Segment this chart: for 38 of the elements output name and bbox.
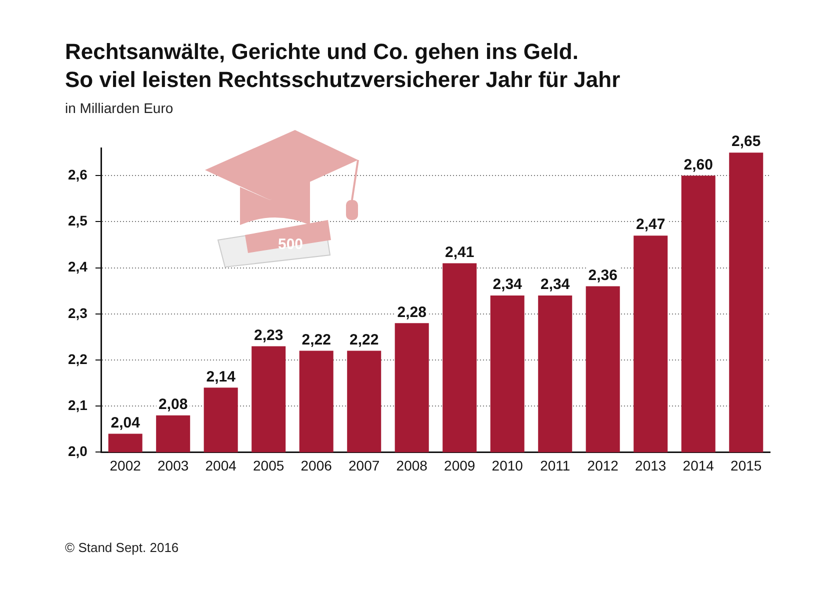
data-label: 2,36	[588, 266, 618, 284]
y-tick-label: 2,5	[68, 212, 88, 229]
x-tick-label: 2004	[205, 457, 237, 474]
x-tick-label: 2002	[110, 457, 142, 474]
data-label: 2,34	[540, 276, 570, 294]
data-label: 2,08	[158, 396, 188, 413]
y-tick-label: 2,6	[68, 166, 88, 183]
y-tick-label: 2,3	[68, 304, 88, 321]
data-label: 2,65	[732, 133, 761, 150]
x-tick-label: 2006	[300, 457, 332, 474]
x-tick-label: 2007	[348, 457, 380, 474]
x-tick-label: 2012	[587, 457, 619, 474]
data-label: 2,34	[492, 276, 523, 294]
data-label: 2,60	[684, 156, 713, 174]
y-tick-label: 2,0	[68, 443, 88, 460]
data-label: 2,47	[636, 216, 666, 234]
text: © Stand Sept. 2016	[65, 540, 179, 555]
x-tick-label: 2013	[635, 457, 666, 474]
data-label: 2,04	[110, 414, 141, 432]
data-label: 2,14	[206, 368, 236, 386]
chart-title: Rechtsanwälte, Gerichte und Co. gehen ins Geld. So viel leisten Rechtsschutzversicherer Jahr für Jahr	[65, 38, 620, 94]
data-label: 2,22	[350, 331, 379, 348]
x-tick-label: 2014	[682, 457, 714, 474]
x-tick-label: 2015	[730, 457, 762, 474]
chart-subtitle: in Milliarden Euro	[65, 100, 174, 116]
data-label: 2,41	[445, 244, 474, 261]
data-label: 2,23	[254, 326, 284, 344]
x-tick-label: 2003	[158, 457, 189, 474]
x-tick-label: 2010	[492, 457, 524, 474]
y-tick-label: 2,4	[68, 258, 88, 275]
x-tick-label: 2005	[253, 457, 284, 474]
x-tick-label: 2008	[396, 457, 428, 474]
y-tick-label: 2,2	[68, 350, 88, 367]
x-tick-label: 2009	[444, 457, 476, 474]
x-tick-label: 2011	[540, 457, 570, 474]
y-tick-label: 2,1	[68, 396, 88, 413]
data-label: 2,22	[302, 331, 331, 348]
data-label: 2,28	[397, 304, 426, 321]
